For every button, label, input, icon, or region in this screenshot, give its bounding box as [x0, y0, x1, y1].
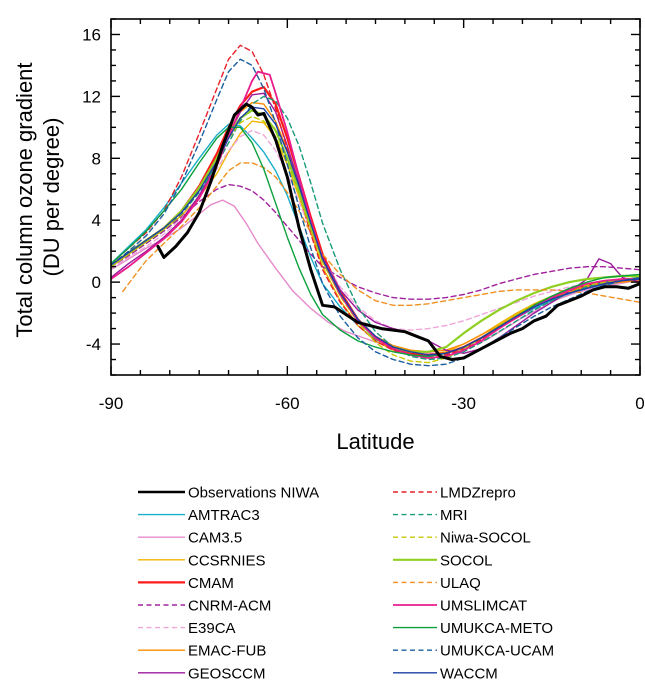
legend-label: EMAC-FUB	[188, 643, 266, 660]
legend-label: CNRM-ACM	[188, 598, 271, 615]
y-axis-title-line-2: (DU per degree)	[39, 118, 64, 277]
tick-layer: -90 -60 -30 0 -4 0 4 8 12 16	[82, 18, 645, 413]
x-tick-label: 0	[635, 394, 644, 413]
legend-label: ULAQ	[440, 575, 481, 592]
x-tick-label: -30	[451, 394, 476, 413]
legend-label: SOCOL	[440, 552, 493, 569]
legend-label: Niwa-SOCOL	[440, 530, 531, 547]
y-tick-label: 4	[92, 211, 101, 230]
legend-label: Observations NIWA	[188, 485, 319, 502]
legend-label: UMSLIMCAT	[440, 598, 527, 615]
legend-label: CCSRNIES	[188, 552, 266, 569]
y-tick-label: 16	[82, 25, 101, 44]
y-tick-label: -4	[86, 335, 101, 354]
series-line-waccm	[111, 106, 640, 356]
x-axis-title: Latitude	[336, 429, 414, 454]
y-axis-title: Total column ozone gradient (DU per degr…	[12, 56, 64, 337]
series-line-umslimcat	[111, 70, 640, 359]
series-line-observations-niwa	[156, 102, 640, 361]
legend-label: CMAM	[188, 575, 234, 592]
legend: Observations NIWA AMTRAC3 CAM3.5 CCSRNIES CM…	[138, 485, 554, 682]
legend-label: UMUKCA-UCAM	[440, 643, 554, 660]
legend-label: GEOSCCM	[188, 665, 266, 682]
series-line-mri	[111, 95, 640, 361]
legend-label: AMTRAC3	[188, 507, 260, 524]
x-tick-label: -60	[275, 394, 300, 413]
y-axis-title-line-1: Total column ozone gradient	[12, 62, 37, 337]
legend-label: UMUKCA-METO	[440, 620, 553, 637]
series-line-umukca-meto	[111, 126, 640, 358]
series-line-geosccm	[111, 92, 640, 354]
series-line-umukca-ucam	[111, 58, 640, 367]
series-line-cam3-5	[111, 199, 640, 354]
x-tick-label: -90	[99, 394, 124, 413]
y-tick-label: 0	[92, 273, 101, 292]
legend-label: WACCM	[440, 665, 498, 682]
legend-label: MRI	[440, 507, 468, 524]
series-line-ulaq	[122, 162, 640, 306]
series-line-socol	[111, 109, 640, 353]
legend-label: CAM3.5	[188, 530, 242, 547]
y-tick-label: 12	[82, 87, 101, 106]
legend-label: LMDZrepro	[440, 485, 516, 502]
y-tick-label: 8	[92, 149, 101, 168]
series-layer	[111, 44, 640, 367]
legend-label: E39CA	[188, 620, 236, 637]
